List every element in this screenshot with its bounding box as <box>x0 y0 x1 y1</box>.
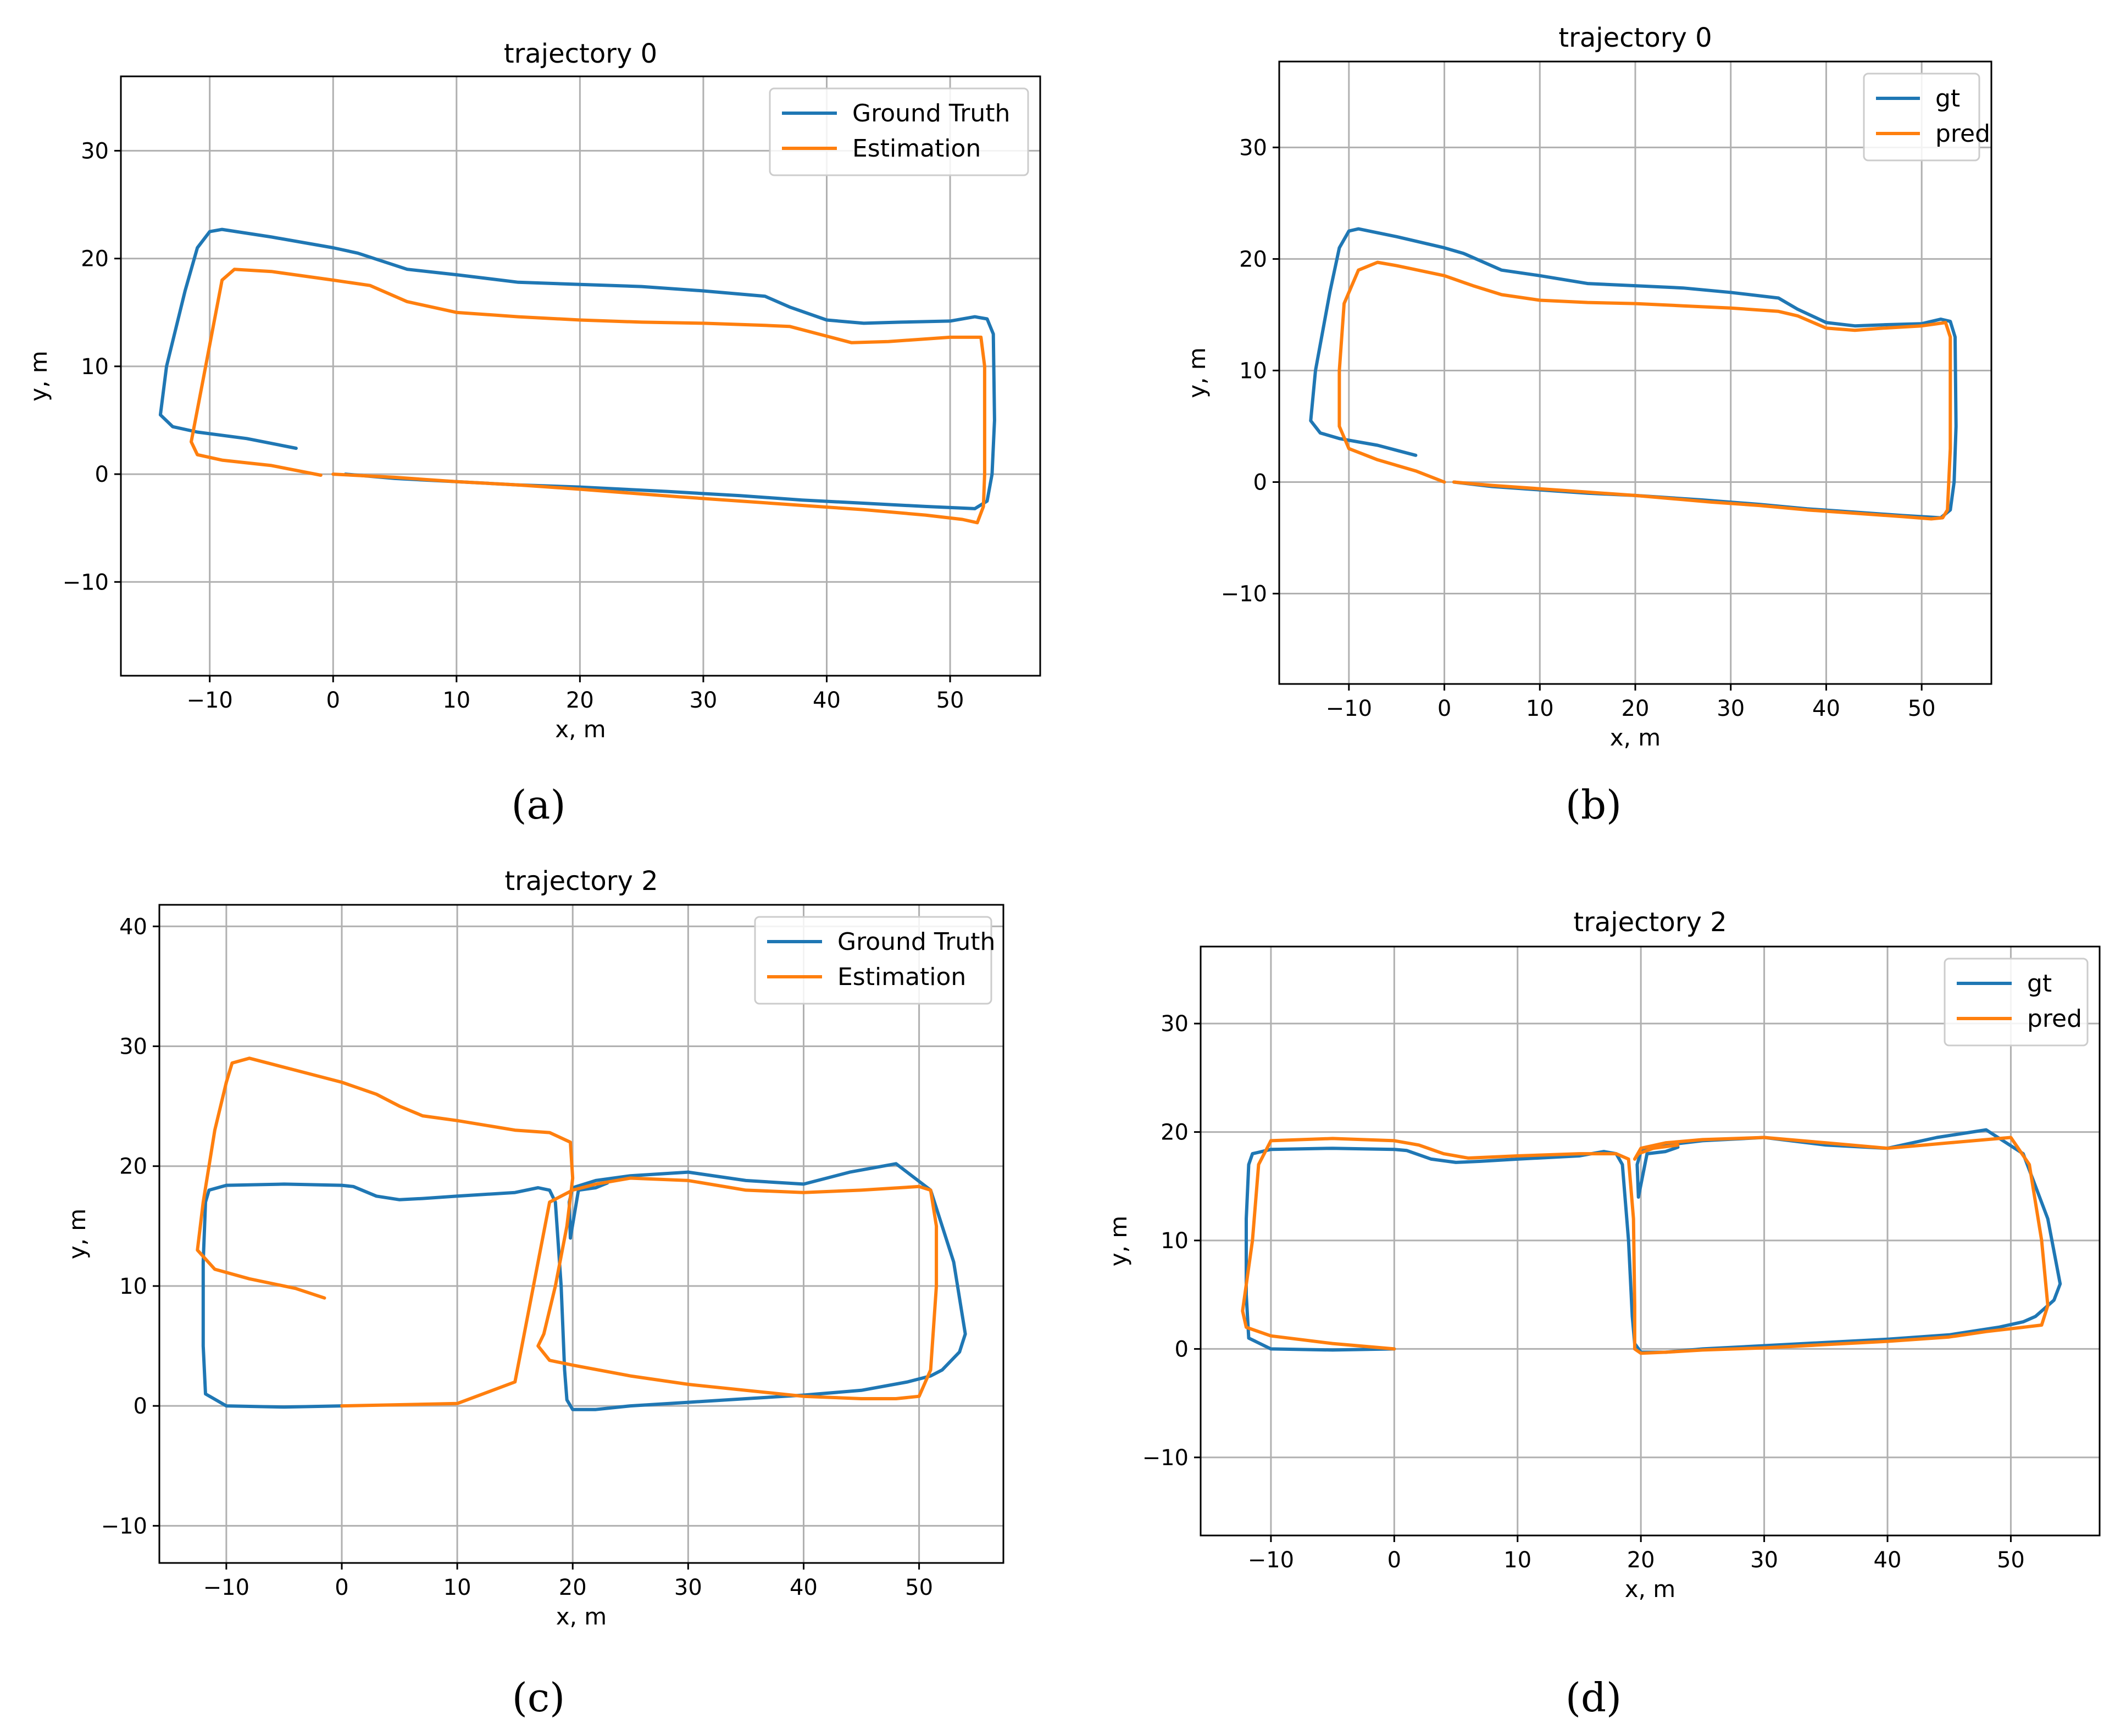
plot-frame <box>1278 60 1992 685</box>
x-tick-label: 20 <box>1627 1548 1655 1573</box>
series-line-ground-truth <box>158 227 996 510</box>
x-tick-label: −10 <box>1326 696 1372 721</box>
y-tick-label: 30 <box>1239 135 1267 160</box>
panel-b: −10 0 10 20 30 40 50 −10 0 10 20 30 trajectory 0 x, m… <box>1184 23 1992 828</box>
legend: Ground Truth Estimation <box>769 87 1029 176</box>
x-tick-label: 20 <box>566 688 594 713</box>
legend-label: Estimation <box>837 963 966 991</box>
y-tick-label: 10 <box>119 1274 147 1299</box>
x-tick-label: 30 <box>1717 696 1745 721</box>
x-tick-label: 30 <box>1750 1548 1778 1573</box>
y-tick-label: 0 <box>1175 1337 1189 1362</box>
legend-label: Ground Truth <box>837 928 995 956</box>
x-axis-label: x, m <box>556 1603 607 1630</box>
y-tick-label: 40 <box>119 914 147 939</box>
y-tick-label: 30 <box>1161 1011 1189 1037</box>
legend: Ground Truth Estimation <box>754 916 995 1005</box>
y-tick-label: 20 <box>81 247 109 272</box>
y-tick-label: −10 <box>101 1514 147 1539</box>
plot-frame <box>120 75 1041 677</box>
y-tick-label: 20 <box>119 1154 147 1179</box>
x-axis-label: x, m <box>555 716 606 743</box>
y-tick-label: 0 <box>134 1394 147 1419</box>
legend-label: gt <box>2027 970 2052 998</box>
y-axis-label: y, m <box>1184 347 1211 398</box>
y-axis-label: y, m <box>64 1209 91 1259</box>
y-axis-label: y, m <box>25 350 52 401</box>
legend-box <box>769 87 1029 176</box>
panel-caption: (d) <box>1566 1674 1622 1721</box>
plot-frame <box>158 904 1004 1564</box>
y-tick-label: 0 <box>95 462 109 487</box>
x-tick-label: 40 <box>1874 1548 1902 1573</box>
series-line-estimation <box>196 1056 939 1408</box>
plot-frame <box>1200 945 2101 1537</box>
y-tick-label: 30 <box>119 1034 147 1059</box>
x-tick-label: −10 <box>186 688 232 713</box>
series-line-gt <box>1309 227 1958 520</box>
x-tick-label: 40 <box>813 688 841 713</box>
x-tick-label: 30 <box>689 688 717 713</box>
legend-box <box>1944 958 2089 1047</box>
series-line-pred <box>1241 1136 2050 1355</box>
x-tick-label: 40 <box>790 1575 818 1600</box>
x-tick-label: 0 <box>335 1575 348 1600</box>
x-tick-label: 40 <box>1812 696 1840 721</box>
series-line-pred <box>1337 260 1952 521</box>
x-tick-label: 0 <box>1437 696 1451 721</box>
x-tick-label: 0 <box>1387 1548 1401 1573</box>
x-tick-label: 50 <box>1997 1548 2025 1573</box>
y-tick-label: −10 <box>63 570 109 595</box>
chart-title: trajectory 2 <box>1573 907 1727 938</box>
panel-caption: (c) <box>512 1674 565 1721</box>
legend: gt pred <box>1944 958 2089 1047</box>
legend-label: Ground Truth <box>852 99 1010 127</box>
x-tick-label: 50 <box>905 1575 933 1600</box>
x-axis-label: x, m <box>1610 724 1661 751</box>
y-tick-label: 20 <box>1239 247 1267 272</box>
x-tick-label: 10 <box>1526 696 1554 721</box>
legend-label: Estimation <box>852 135 981 163</box>
y-tick-label: −10 <box>1221 582 1267 607</box>
x-tick-label: 10 <box>1503 1548 1531 1573</box>
chart-title: trajectory 0 <box>1558 23 1712 53</box>
series-line-ground-truth <box>201 1162 967 1411</box>
y-tick-label: 30 <box>81 138 109 164</box>
legend-label: gt <box>1935 85 1960 113</box>
x-tick-label: 30 <box>674 1575 702 1600</box>
x-tick-label: −10 <box>1248 1548 1294 1573</box>
legend: gt pred <box>1863 73 1990 162</box>
x-tick-label: 10 <box>442 688 470 713</box>
y-tick-label: 20 <box>1161 1120 1189 1145</box>
x-axis-label: x, m <box>1625 1576 1675 1603</box>
x-tick-label: 10 <box>443 1575 471 1600</box>
y-tick-label: 10 <box>81 354 109 380</box>
panel-caption: (a) <box>511 782 565 828</box>
panel-d: −10 0 10 20 30 40 50 −10 0 10 20 30 trajectory 2 x, m… <box>1105 907 2101 1721</box>
x-tick-label: 50 <box>1908 696 1936 721</box>
series-line-estimation <box>190 268 986 525</box>
legend-label: pred <box>2027 1005 2082 1033</box>
x-tick-label: 0 <box>326 688 340 713</box>
panel-a: −10 0 10 20 30 40 50 −10 0 10 20 30 trajectory 0 x, m… <box>25 38 1041 828</box>
x-tick-label: 20 <box>1622 696 1650 721</box>
x-tick-label: 50 <box>936 688 964 713</box>
x-tick-label: −10 <box>203 1575 249 1600</box>
panel-caption: (b) <box>1566 782 1622 828</box>
y-tick-label: 10 <box>1239 358 1267 383</box>
legend-box <box>1863 73 1980 162</box>
y-tick-label: 10 <box>1161 1228 1189 1254</box>
x-tick-label: 20 <box>559 1575 587 1600</box>
y-axis-label: y, m <box>1105 1216 1132 1266</box>
chart-title: trajectory 0 <box>504 38 657 69</box>
y-tick-label: −10 <box>1142 1445 1189 1471</box>
legend-label: pred <box>1935 120 1990 148</box>
panel-c: −10 0 10 20 30 40 50 −10 0 10 20 30 40 trajectory 2 x,… <box>64 866 1004 1721</box>
legend-box <box>754 916 992 1005</box>
y-tick-label: 0 <box>1253 470 1267 495</box>
chart-title: trajectory 2 <box>504 866 658 897</box>
